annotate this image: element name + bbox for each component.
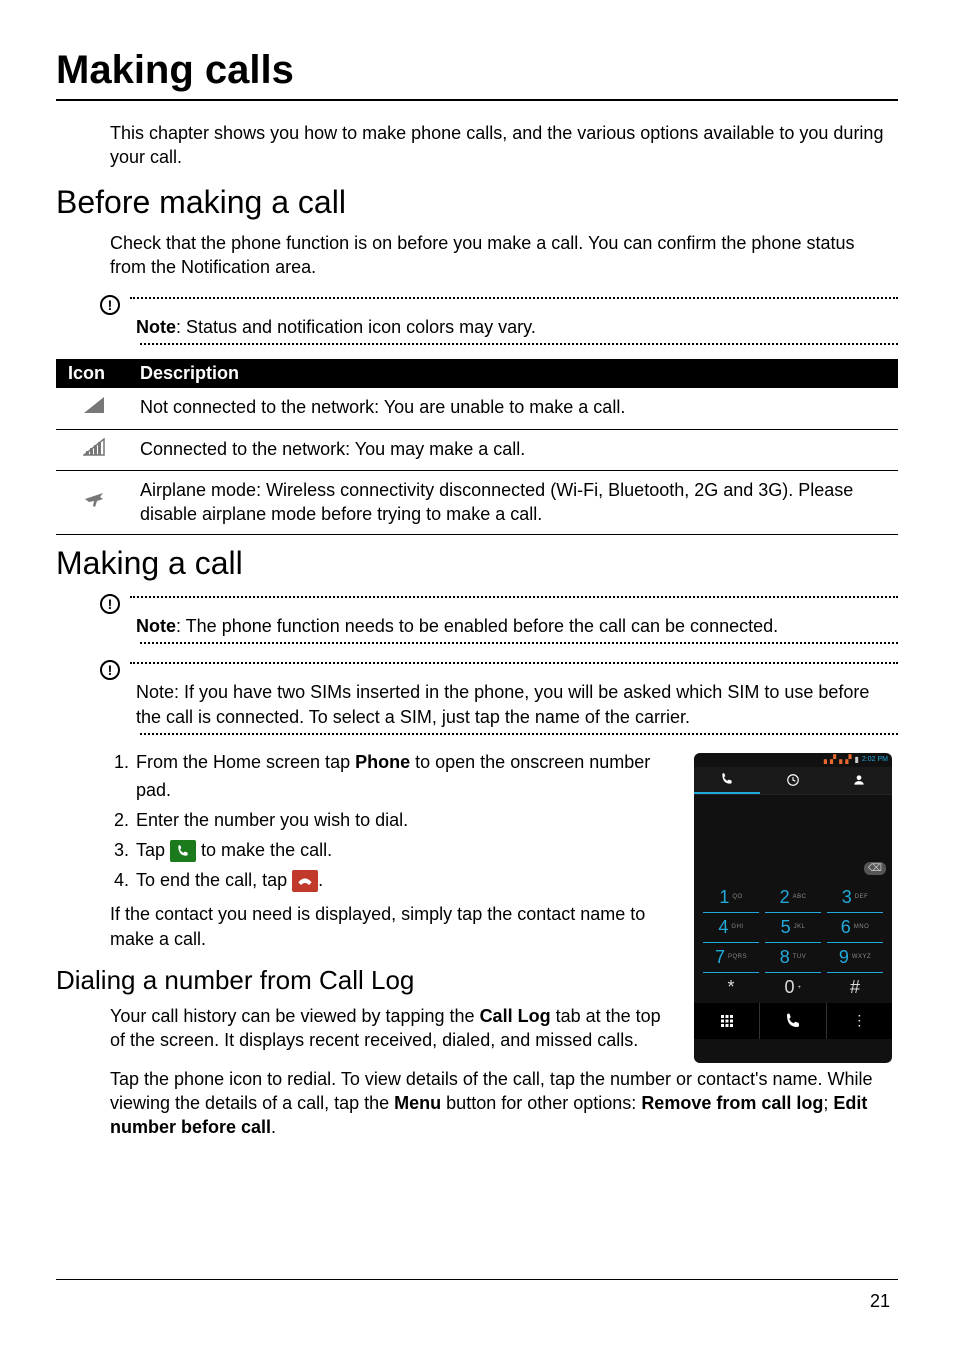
dialer-screenshot: ▖▞ ▖▞ ▮ 2:02 PM ⌫ 1QO 2ABC 3DEF 4GHI 5JK…	[694, 753, 892, 1063]
dotted-rule	[130, 662, 898, 664]
dialer-bottom-bar: ⋮	[694, 1003, 892, 1039]
note-status-colors: ! Note: Status and notification icon col…	[100, 293, 898, 349]
th-icon: Icon	[56, 359, 132, 388]
end-call-icon	[292, 870, 318, 892]
key-9[interactable]: 9WXYZ	[827, 943, 883, 973]
signal-icon: ▖▞	[824, 755, 836, 764]
alert-icon: !	[100, 295, 120, 315]
alert-icon: !	[100, 660, 120, 680]
tab-dialer[interactable]	[694, 767, 760, 794]
dialer-display: ⌫	[694, 795, 892, 881]
th-description: Description	[132, 359, 898, 388]
airplane-icon	[83, 489, 105, 509]
table-row: Connected to the network: You may make a…	[56, 429, 898, 470]
cell-desc: Airplane mode: Wireless connectivity dis…	[132, 471, 898, 535]
cell-desc: Connected to the network: You may make a…	[132, 429, 898, 470]
title-rule	[56, 99, 898, 101]
call-icon	[170, 840, 196, 862]
key-3[interactable]: 3DEF	[827, 883, 883, 913]
key-2[interactable]: 2ABC	[765, 883, 821, 913]
key-hash[interactable]: #	[827, 973, 883, 1003]
key-6[interactable]: 6MNO	[827, 913, 883, 943]
key-7[interactable]: 7PQRS	[703, 943, 759, 973]
cell-desc: Not connected to the network: You are un…	[132, 388, 898, 429]
intro-text: This chapter shows you how to make phone…	[56, 121, 898, 170]
dialer-tabs	[694, 767, 892, 795]
table-row: Not connected to the network: You are un…	[56, 388, 898, 429]
alert-icon: !	[100, 594, 120, 614]
key-8[interactable]: 8TUV	[765, 943, 821, 973]
person-icon	[852, 773, 866, 787]
menu-icon[interactable]: ⋮	[827, 1003, 892, 1039]
phone-status-bar: ▖▞ ▖▞ ▮ 2:02 PM	[694, 753, 892, 767]
tab-recent[interactable]	[760, 767, 826, 794]
key-5[interactable]: 5JKL	[765, 913, 821, 943]
battery-icon: ▮	[855, 755, 859, 764]
clock-icon	[786, 773, 800, 787]
tab-contacts[interactable]	[826, 767, 892, 794]
note-two-sims: ! Note: If you have two SIMs inserted in…	[100, 658, 898, 739]
note-label: Note	[136, 317, 176, 337]
note-label: Note	[136, 616, 176, 636]
key-0[interactable]: 0+	[765, 973, 821, 1003]
signal-none-icon	[83, 396, 105, 414]
table-row: Airplane mode: Wireless connectivity dis…	[56, 471, 898, 535]
signal-icon: ▖▞	[839, 755, 851, 764]
dotted-rule	[140, 733, 898, 735]
phone-icon	[784, 1012, 802, 1030]
before-making-call-heading: Before making a call	[56, 184, 898, 221]
key-4[interactable]: 4GHI	[703, 913, 759, 943]
dotted-rule	[140, 642, 898, 644]
backspace-icon[interactable]: ⌫	[864, 862, 886, 875]
making-a-call-heading: Making a call	[56, 545, 898, 582]
dotted-rule	[130, 297, 898, 299]
before-making-call-text: Check that the phone function is on befo…	[56, 231, 898, 280]
grid-icon[interactable]	[694, 1003, 760, 1039]
call-button[interactable]	[760, 1003, 826, 1039]
icon-description-table: Icon Description Not connected to the ne…	[56, 359, 898, 535]
note-text: : The phone function needs to be enabled…	[176, 616, 778, 636]
dotted-rule	[130, 596, 898, 598]
signal-full-icon	[83, 438, 105, 456]
dialer-keypad: 1QO 2ABC 3DEF 4GHI 5JKL 6MNO 7PQRS 8TUV …	[694, 881, 892, 1003]
note-text: Note: If you have two SIMs inserted in t…	[100, 680, 898, 729]
note-text: : Status and notification icon colors ma…	[176, 317, 536, 337]
phone-icon	[720, 772, 734, 786]
key-star[interactable]: *	[703, 973, 759, 1003]
call-log-p2: Tap the phone icon to redial. To view de…	[56, 1067, 898, 1140]
page-title: Making calls	[56, 48, 898, 93]
footer-rule	[56, 1279, 898, 1280]
key-1[interactable]: 1QO	[703, 883, 759, 913]
page-number: 21	[870, 1291, 890, 1312]
status-time: 2:02 PM	[862, 756, 888, 763]
note-phone-enabled: ! Note: The phone function needs to be e…	[100, 592, 898, 648]
dotted-rule	[140, 343, 898, 345]
